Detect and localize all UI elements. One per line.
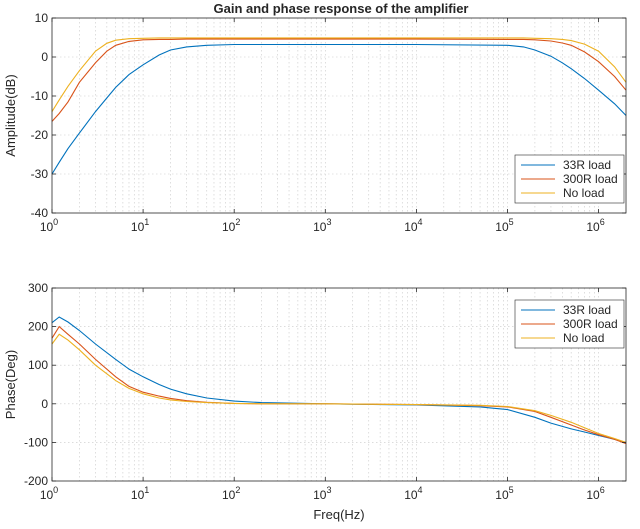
x-tick-label: 106	[586, 217, 604, 234]
y-tick-label: -40	[31, 206, 49, 220]
amp-series-line-0	[51, 43, 627, 175]
y-tick-label: -100	[24, 435, 48, 449]
phase-y-axis-label: Phase(Deg)	[3, 350, 18, 419]
legend-box	[514, 299, 625, 349]
phase-series-line-2	[51, 333, 627, 443]
x-tick-label: 104	[404, 217, 422, 234]
y-tick-label: 100	[28, 358, 48, 372]
x-tick-label: 106	[586, 485, 604, 502]
phase-axes-frame	[51, 287, 627, 482]
phase-series-line-0	[51, 316, 627, 443]
x-tick-label: 100	[40, 217, 58, 234]
legend-entry: 33R load	[563, 303, 611, 317]
y-tick-label: 200	[28, 320, 48, 334]
legend-entry: 33R load	[563, 158, 611, 172]
x-tick-label: 101	[131, 485, 149, 502]
legend-entry: No load	[563, 331, 604, 345]
x-tick-label: 100	[40, 485, 58, 502]
x-tick-label: 103	[313, 485, 331, 502]
x-tick-label: 103	[313, 217, 331, 234]
x-tick-label: 105	[495, 485, 513, 502]
x-tick-label: 102	[222, 217, 240, 234]
phase-plot: -200 -100 0 100 200 300 100 101 102 103 104 105 106 P…	[3, 281, 627, 522]
y-tick-label: -20	[31, 128, 49, 142]
amp-series-line-1	[51, 38, 627, 122]
phase-grid	[52, 288, 626, 481]
legend-entry: 300R load	[563, 172, 618, 186]
x-tick-label: 105	[495, 217, 513, 234]
y-tick-label: -200	[24, 474, 48, 488]
y-tick-label: 0	[41, 397, 48, 411]
amp-series-line-2	[51, 37, 627, 112]
x-tick-label: 101	[131, 217, 149, 234]
amp-plot: -40 -30 -20 -10 0 10 100 101 102 103 104 105 106 Ampl…	[3, 11, 627, 234]
x-tick-label: 102	[222, 485, 240, 502]
y-tick-label: 0	[41, 50, 48, 64]
legend-entry: 300R load	[563, 317, 618, 331]
amp-grid	[52, 18, 626, 213]
phase-x-axis-label: Freq(Hz)	[313, 507, 364, 522]
legend-entry: No load	[563, 186, 604, 200]
chart-title: Gain and phase response of the amplifier	[213, 1, 468, 16]
y-tick-label: -30	[31, 167, 49, 181]
x-tick-label: 104	[404, 485, 422, 502]
y-tick-label: -10	[31, 89, 49, 103]
amp-axes-frame	[51, 17, 627, 214]
y-tick-label: 10	[35, 11, 49, 25]
y-tick-label: 300	[28, 281, 48, 295]
amp-y-axis-label: Amplitude(dB)	[3, 74, 18, 156]
